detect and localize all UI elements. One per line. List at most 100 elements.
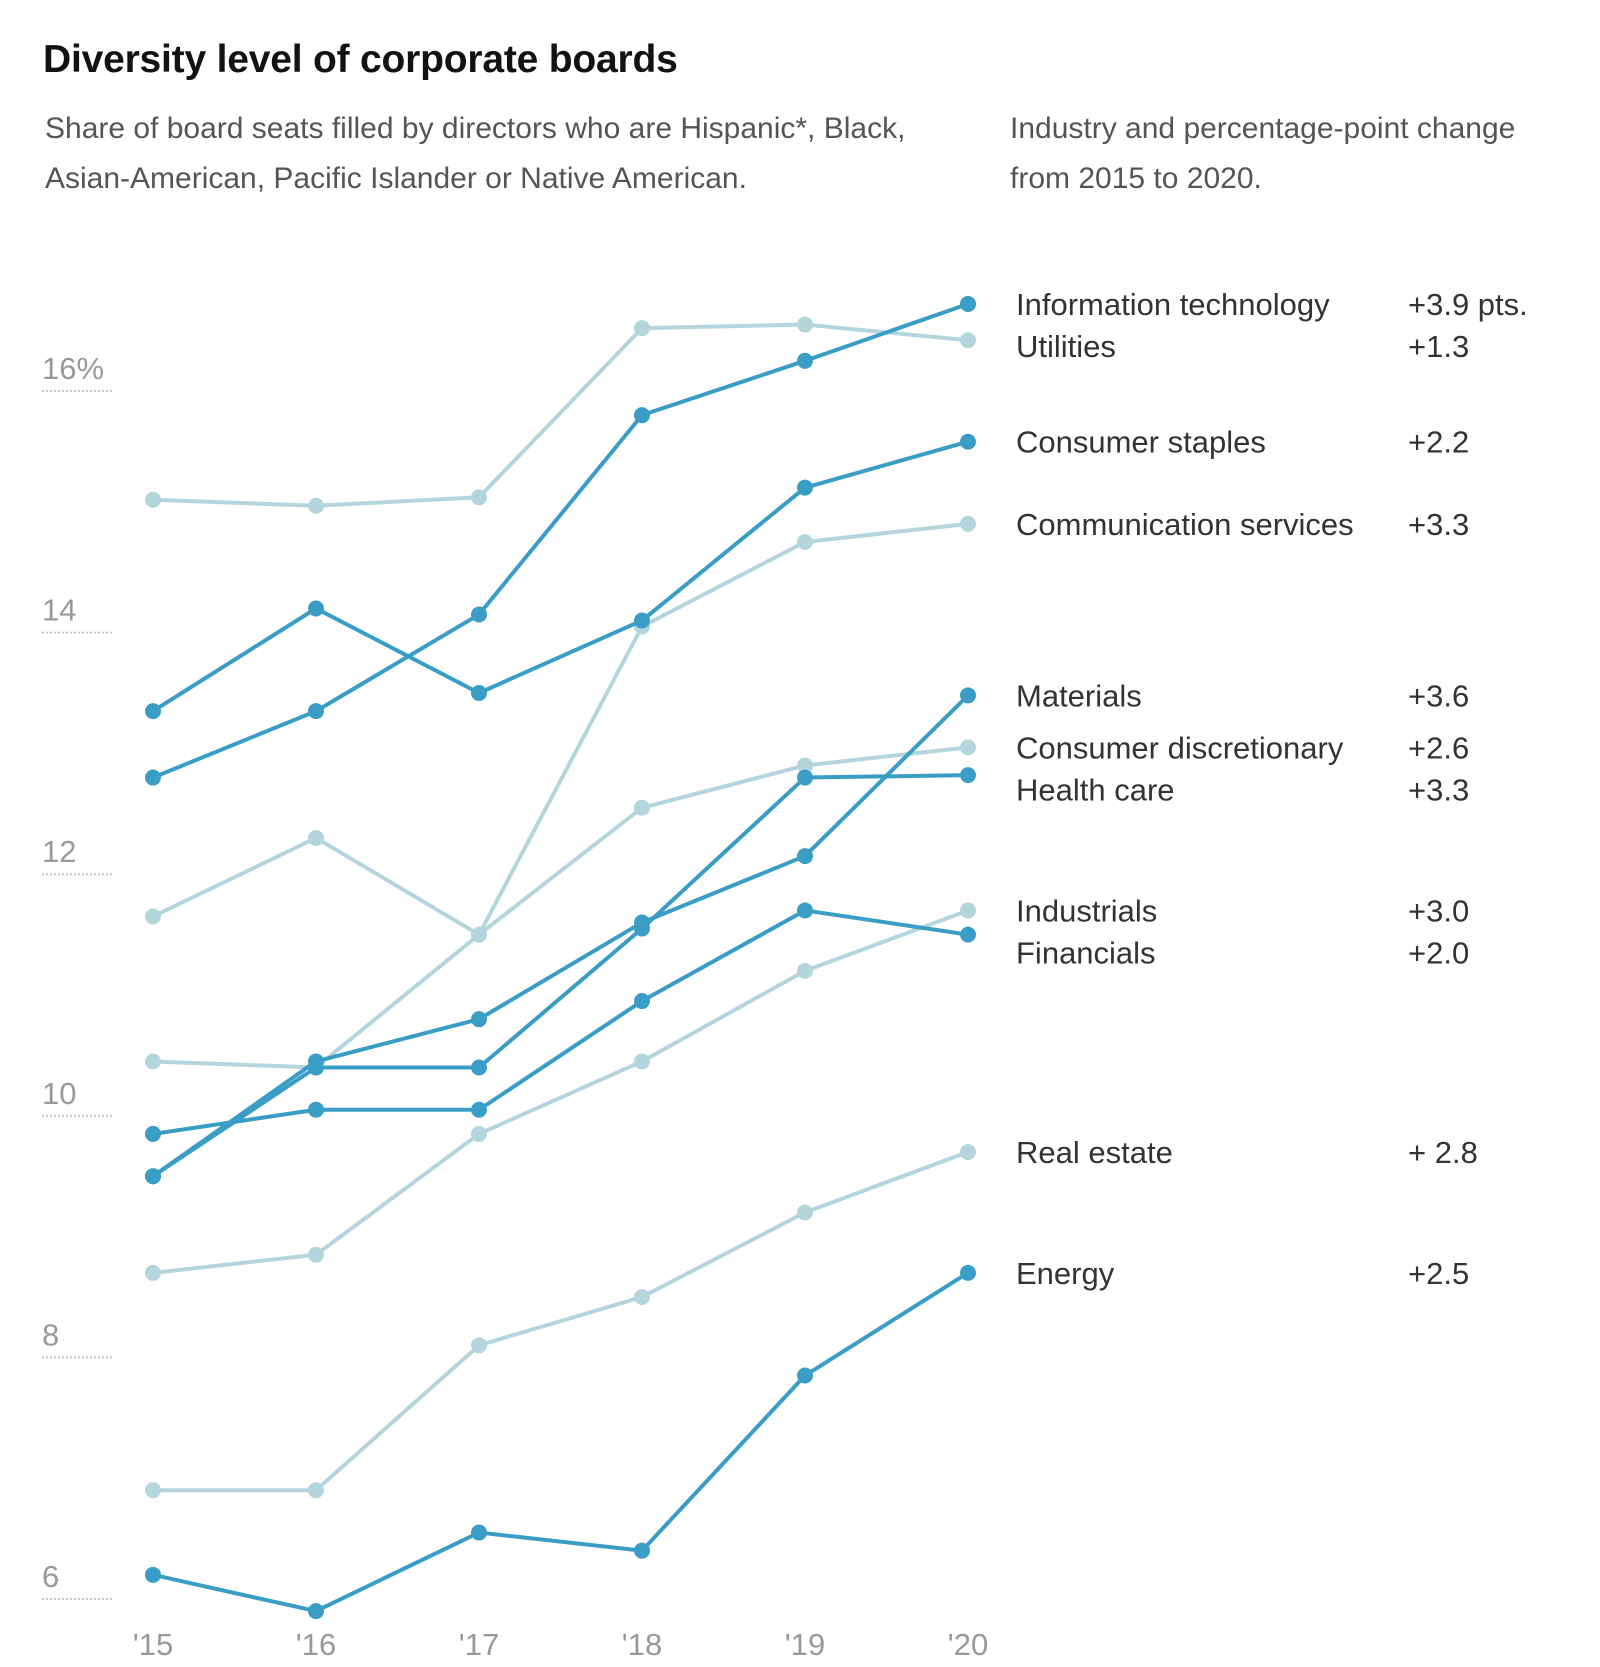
series-line: [151, 908, 970, 1275]
series-change-label: +3.9 pts.: [1408, 287, 1528, 322]
data-point: [634, 1289, 650, 1305]
series-label: Communication services: [1016, 507, 1354, 542]
series-line: [151, 302, 970, 780]
chart-subtitle: Share of board seats filled by directors…: [45, 112, 906, 195]
series-line: [151, 745, 970, 1070]
series-consumer-staples: [145, 433, 976, 720]
data-point: [960, 296, 976, 313]
series-information-technology: [145, 296, 976, 786]
series-change-label: +2.0: [1408, 935, 1469, 970]
series-energy: [145, 1264, 976, 1620]
data-point: [797, 848, 813, 865]
series-change-label: +2.6: [1408, 730, 1469, 765]
y-tick-label: 12: [42, 834, 76, 869]
series-label: Consumer discretionary: [1016, 730, 1344, 765]
series-change-label: +1.3: [1408, 329, 1469, 364]
data-point: [634, 1542, 650, 1559]
series-label: Materials: [1016, 678, 1142, 713]
data-point: [145, 1053, 161, 1070]
data-point: [634, 320, 650, 337]
dark-series-group: [145, 296, 976, 1620]
x-tick-label: '17: [459, 1627, 499, 1662]
data-point: [797, 534, 813, 550]
data-point: [960, 433, 976, 450]
y-tick-label: 10: [42, 1076, 76, 1111]
series-label: Real estate: [1016, 1135, 1173, 1170]
x-axis-ticks: '15 '16 '17 '18 '19 '20: [133, 1627, 988, 1662]
data-point: [797, 769, 813, 786]
series-label: Financials: [1016, 935, 1156, 970]
x-tick-label: '16: [296, 1627, 336, 1662]
series-line: [151, 439, 970, 714]
data-point: [308, 1603, 324, 1620]
series-line: [151, 1270, 970, 1614]
data-point: [797, 1204, 813, 1221]
y-tick-label: 16%: [42, 351, 104, 386]
data-point: [960, 687, 976, 704]
series-label: Utilities: [1016, 329, 1116, 364]
data-point: [471, 1337, 487, 1354]
series-health-care: [145, 767, 976, 1185]
data-point: [960, 767, 976, 784]
data-point: [797, 479, 813, 496]
series-labels: Information technology +3.9 pts. Utilities…: [1016, 287, 1528, 1291]
series-line: [151, 773, 970, 1179]
data-point: [797, 962, 813, 979]
data-point: [960, 1144, 976, 1161]
series-label: Energy: [1016, 1256, 1115, 1291]
data-point: [308, 497, 324, 514]
series-line: [151, 322, 970, 508]
data-point: [145, 1566, 161, 1583]
light-series-group: [145, 316, 976, 1499]
series-financials: [145, 902, 976, 1142]
series-change-label: +2.2: [1408, 425, 1469, 460]
data-point: [308, 1246, 324, 1263]
series-consumer-discretionary: [145, 739, 976, 1076]
data-point: [145, 1168, 161, 1185]
data-point: [960, 515, 976, 532]
series-label: Industrials: [1016, 893, 1157, 928]
data-point: [308, 1101, 324, 1118]
chart-title: Diversity level of corporate boards: [43, 38, 678, 81]
series-real-estate: [145, 1144, 976, 1499]
data-point: [471, 685, 487, 701]
data-point: [308, 600, 324, 617]
data-point: [960, 926, 976, 943]
data-point: [308, 1059, 324, 1076]
data-point: [145, 769, 161, 786]
data-point: [471, 1101, 487, 1118]
data-point: [634, 612, 650, 629]
label-column-header: Industry and percentage-point change fro…: [1010, 112, 1516, 195]
y-axis-ticks: 6 8 10 12 14 16%: [42, 351, 104, 1594]
data-point: [471, 1059, 487, 1076]
series-industrials: [145, 902, 976, 1281]
series-line: [151, 693, 970, 1179]
series-change-label: +3.6: [1408, 678, 1469, 713]
data-point: [471, 1125, 487, 1142]
data-point: [145, 908, 161, 925]
data-point: [797, 902, 813, 919]
x-tick-label: '19: [785, 1627, 825, 1662]
data-point: [634, 1053, 650, 1070]
data-point: [634, 993, 650, 1010]
y-gridlines: [42, 390, 112, 1600]
data-point: [308, 829, 324, 846]
data-point: [145, 1482, 161, 1499]
data-point: [960, 902, 976, 919]
series-line: [151, 1150, 970, 1493]
data-point: [797, 316, 813, 333]
data-point: [145, 1264, 161, 1281]
data-point: [471, 1524, 487, 1541]
data-point: [471, 489, 487, 506]
series-label: Health care: [1016, 772, 1175, 807]
data-point: [308, 1482, 324, 1499]
series-change-label: +3.3: [1408, 772, 1469, 807]
data-point: [634, 407, 650, 424]
x-tick-label: '18: [622, 1627, 662, 1662]
data-point: [145, 703, 161, 720]
data-point: [797, 1367, 813, 1384]
data-point: [634, 920, 650, 937]
x-tick-label: '20: [948, 1627, 988, 1662]
data-point: [471, 606, 487, 623]
